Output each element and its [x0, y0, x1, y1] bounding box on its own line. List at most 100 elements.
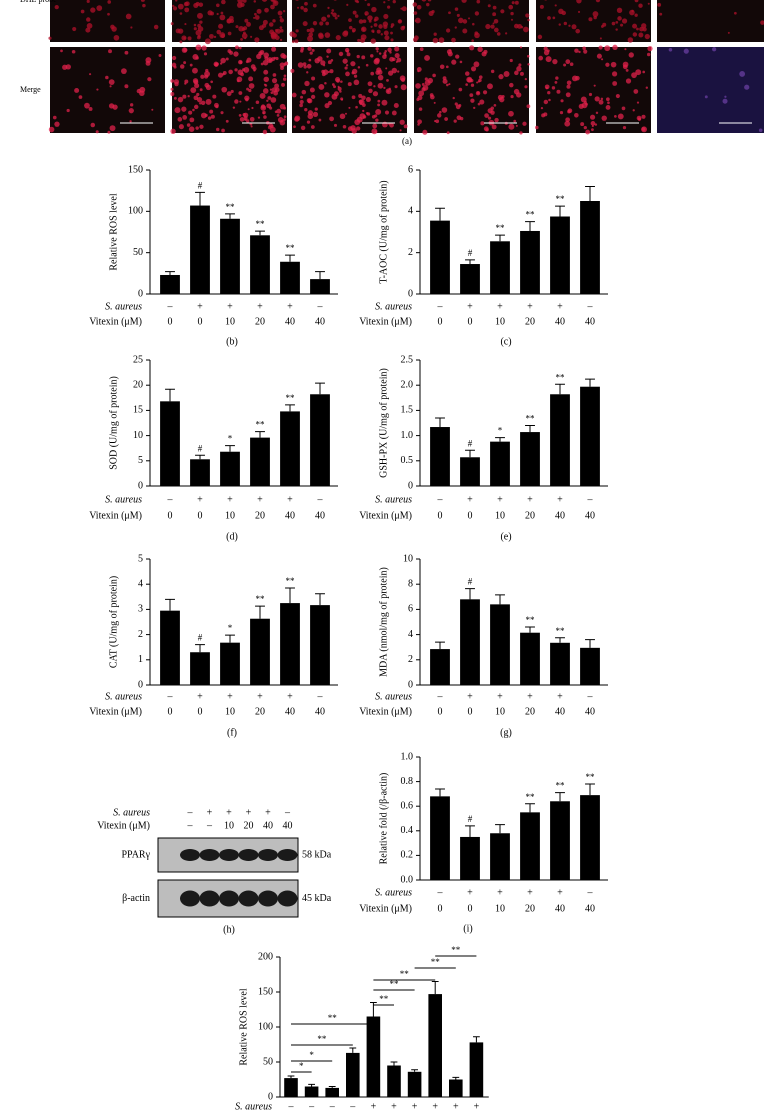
cell-signal: [142, 3, 146, 8]
cell-signal: [351, 71, 355, 75]
significance-label: **: [451, 945, 461, 955]
cell-signal: [300, 95, 304, 99]
cell-signal: [543, 99, 549, 105]
bar: [220, 451, 240, 486]
cell-signal: [422, 129, 428, 135]
cell-signal: [197, 23, 201, 28]
y-tick-label: 0.4: [401, 825, 414, 836]
cell-signal: [552, 58, 558, 65]
cell-signal: [402, 25, 406, 29]
cell-signal: [272, 73, 277, 77]
micrograph: [50, 0, 165, 42]
bar: [407, 1071, 422, 1097]
cell-signal: [268, 123, 274, 128]
cell-signal: [394, 46, 400, 52]
cell-signal: [446, 131, 450, 135]
cell-signal: [509, 58, 513, 63]
cell-signal: [447, 51, 453, 57]
bar: [490, 604, 510, 685]
cell-signal: [372, 91, 379, 97]
significance-label: **: [586, 772, 596, 782]
cell-signal: [239, 100, 242, 103]
micrograph: [414, 47, 529, 133]
cell-signal: [294, 39, 299, 44]
cell-signal: [358, 19, 364, 24]
cell-signal: [554, 4, 557, 7]
cell-signal: [368, 19, 372, 23]
cell-signal: [279, 26, 283, 29]
significance-label: **: [256, 219, 266, 229]
y-tick-label: 0.0: [401, 874, 414, 885]
cell-signal: [221, 86, 228, 93]
cell-signal: [446, 83, 449, 87]
cell-signal: [376, 50, 379, 53]
cell-signal: [633, 89, 639, 94]
blot-band: [180, 890, 200, 907]
cell-signal: [190, 87, 197, 94]
cell-signal: [269, 88, 273, 91]
cell-signal: [307, 35, 314, 42]
cell-signal: [547, 49, 550, 53]
cell-signal: [274, 83, 280, 89]
cell-signal: [193, 23, 197, 27]
cell-signal: [219, 14, 226, 21]
bar: [220, 218, 240, 294]
cell-signal: [592, 11, 599, 17]
cell-signal: [564, 120, 571, 127]
blot-band: [199, 849, 220, 861]
y-tick-label: 50: [133, 247, 143, 258]
y-tick-label: 200: [258, 951, 273, 962]
cell-signal: [399, 75, 406, 82]
cell-signal: [637, 117, 642, 121]
cell-signal: [480, 121, 485, 126]
error-bar: [473, 1036, 480, 1043]
cell-signal: [571, 24, 577, 30]
cell-signal: [598, 99, 604, 105]
cell-signal: [485, 23, 491, 30]
cell-signal: [270, 97, 277, 103]
cell-signal: [617, 113, 624, 120]
cell-signal: [339, 90, 342, 93]
cell-signal: [96, 5, 103, 12]
cell-signal: [377, 99, 381, 103]
cell-signal: [170, 87, 174, 91]
cell-signal: [351, 95, 356, 100]
cell-signal: [624, 48, 627, 51]
row-value: 10: [224, 820, 234, 831]
cell-signal: [473, 61, 480, 68]
cell-signal: [374, 16, 379, 21]
cell-signal: [493, 27, 499, 33]
cell-signal: [200, 74, 205, 79]
significance-label: *: [498, 426, 503, 436]
cell-signal: [336, 79, 340, 83]
cell-signal: [204, 38, 211, 45]
cell-signal: [348, 25, 353, 30]
cell-signal: [280, 66, 284, 70]
error-bar: [165, 271, 175, 275]
y-tick-label: 4: [408, 629, 413, 640]
error-bar: [255, 605, 265, 619]
cell-signal: [492, 22, 495, 25]
row-value: 10: [225, 316, 235, 327]
cell-signal: [424, 55, 430, 61]
row-value: +: [527, 301, 533, 312]
cell-signal: [218, 23, 224, 29]
cell-signal: [226, 18, 232, 24]
cell-signal: [177, 96, 184, 103]
y-tick-label: 10: [403, 553, 413, 564]
cell-signal: [279, 18, 285, 23]
cell-signal: [758, 128, 763, 133]
band-name: PPARγ: [121, 849, 150, 860]
cell-signal: [598, 45, 603, 50]
cell-signal: [599, 37, 602, 40]
row-value: 40: [315, 510, 325, 521]
cell-signal: [433, 32, 437, 36]
cell-signal: [109, 85, 112, 88]
row-value: +: [467, 301, 473, 312]
cell-signal: [107, 12, 110, 16]
row-value: 0: [468, 903, 473, 914]
cell-signal: [415, 83, 421, 89]
cell-signal: [358, 93, 363, 98]
cell-signal: [319, 21, 324, 26]
error-bar: [328, 1086, 336, 1088]
